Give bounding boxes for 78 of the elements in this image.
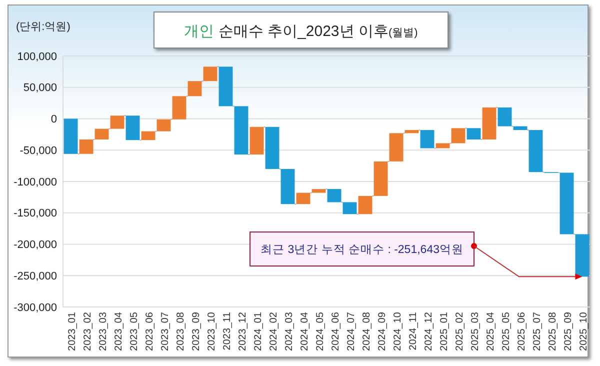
bar	[172, 96, 186, 120]
y-tick-label: -200,000	[14, 239, 57, 252]
x-tick-label: 2025_03	[470, 312, 481, 351]
y-tick-label: 50,000	[23, 82, 57, 94]
x-tick-label: 2024_09	[376, 312, 388, 351]
x-tick-label: 2024_06	[330, 312, 342, 351]
x-tick-label: 2023_04	[113, 312, 124, 351]
bar	[280, 168, 295, 204]
bar	[296, 192, 310, 204]
x-tick-label: 2023_05	[128, 312, 140, 351]
bar	[389, 133, 404, 162]
x-tick-label: 2024_02	[268, 312, 280, 351]
bar	[513, 126, 528, 130]
bar	[126, 116, 140, 140]
x-tick-label: 2024_05	[314, 312, 326, 351]
bar	[436, 143, 450, 148]
bar	[94, 128, 109, 140]
x-tick-label: 2024_08	[361, 312, 372, 351]
x-tick-label: 2025_04	[485, 312, 496, 351]
x-tick-label: 2024_03	[284, 312, 295, 351]
bar	[188, 81, 202, 96]
bar	[234, 106, 248, 155]
bar	[79, 139, 94, 154]
x-tick-label: 2023_02	[82, 312, 94, 351]
x-tick-label: 2025_08	[547, 312, 558, 351]
bar	[482, 107, 496, 140]
x-tick-label: 2023_06	[144, 312, 156, 351]
x-tick-label: 2024_04	[299, 312, 310, 351]
x-tick-label: 2025_06	[516, 312, 528, 351]
bar	[342, 202, 357, 214]
chart-title: 개인 순매수 추이_2023년 이후(월별)	[184, 23, 418, 40]
x-tick-label: 2025_09	[562, 312, 574, 351]
x-tick-label: 2023_07	[160, 312, 171, 351]
x-tick-label: 2024_11	[408, 312, 419, 350]
bar	[218, 66, 233, 106]
bar	[327, 189, 342, 202]
y-tick-label: -100,000	[14, 176, 57, 188]
x-tick-label: 2024_07	[346, 312, 357, 351]
x-tick-label: 2023_11	[222, 312, 233, 350]
y-tick-label: 0	[50, 114, 57, 126]
x-tick-label: 2023_01	[66, 312, 78, 351]
bar	[420, 130, 434, 148]
bar	[528, 130, 543, 172]
y-tick-label: -300,000	[14, 302, 57, 314]
y-tick-label: 100,000	[17, 50, 57, 63]
x-tick-label: 2023_08	[175, 312, 186, 351]
x-tick-label: 2025_01	[438, 312, 450, 351]
x-tick-label: 2025_07	[532, 312, 543, 351]
y-tick-label: -250,000	[14, 270, 57, 282]
bar	[64, 118, 78, 154]
bar	[358, 196, 372, 214]
bar	[141, 131, 156, 140]
y-axis-title: (단위:억원)	[16, 21, 70, 33]
bar	[156, 119, 171, 132]
x-tick-label: 2024_01	[252, 312, 264, 351]
bar	[498, 107, 512, 126]
x-tick-label: 2023_10	[206, 312, 218, 351]
x-tick-label: 2025_10	[578, 312, 590, 351]
x-tick-label: 2024_10	[392, 312, 404, 351]
y-tick-label: -150,000	[14, 208, 57, 220]
bar	[250, 126, 264, 155]
bar	[466, 128, 481, 140]
bar	[312, 189, 326, 193]
bar	[203, 66, 218, 82]
x-tick-label: 2025_02	[454, 312, 466, 351]
x-tick-label: 2023_03	[98, 312, 109, 351]
bar	[404, 130, 419, 134]
bar	[110, 116, 124, 129]
bar	[265, 126, 280, 169]
bar	[560, 172, 574, 234]
x-tick-label: 2024_12	[423, 312, 434, 351]
x-tick-label: 2023_09	[190, 312, 202, 351]
x-tick-label: 2025_05	[500, 312, 512, 351]
x-tick-label: 2023_12	[237, 312, 248, 351]
bar	[451, 128, 466, 144]
y-tick-label: -50,000	[20, 144, 57, 157]
bar	[374, 161, 388, 196]
annotation: 최근 3년간 누적 순매수 : -251,643억원	[260, 244, 464, 256]
